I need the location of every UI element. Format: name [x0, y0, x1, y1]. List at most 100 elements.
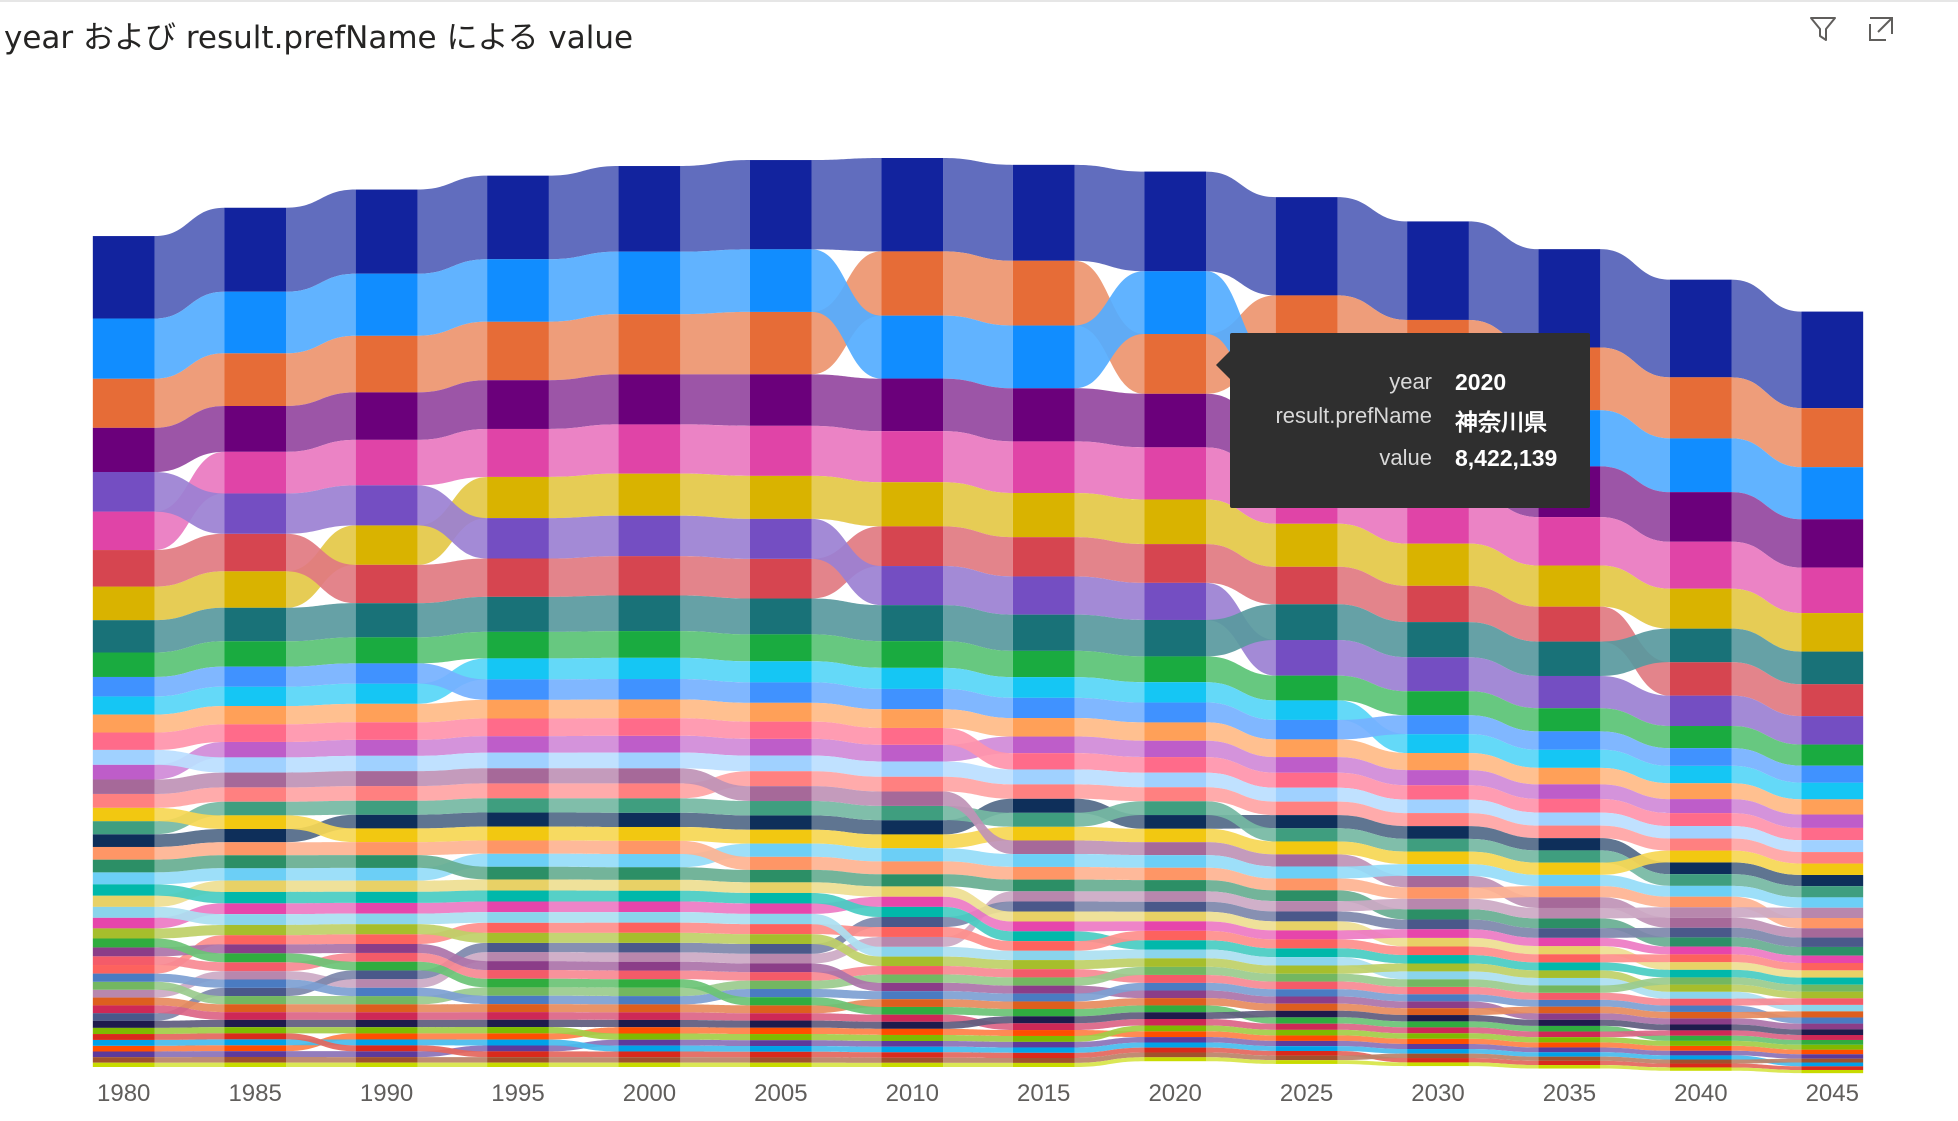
ribbon-静岡県-2035-2040[interactable] — [1600, 708, 1670, 749]
bar-segment-群馬県-2000[interactable] — [618, 798, 681, 813]
ribbon-香川県-2015-2020[interactable] — [1074, 1012, 1145, 1024]
bar-segment-福井県-1995[interactable] — [487, 1045, 549, 1052]
bar-segment-宮崎県-1990[interactable] — [355, 987, 418, 997]
bar-segment-静岡県-2030[interactable] — [1407, 691, 1469, 716]
bar-segment-鳥取県-2035[interactable] — [1538, 1065, 1601, 1069]
ribbon-山口県-1995-2000[interactable] — [548, 879, 619, 891]
bar-segment-岡山県-2040[interactable] — [1669, 850, 1732, 863]
bar-segment-山形県-2020[interactable] — [1144, 990, 1207, 999]
bar-segment-東京都-1990[interactable] — [355, 189, 418, 274]
ribbon-福井県-2000-2005[interactable] — [680, 1039, 750, 1047]
ribbon-広島県-2020-2025[interactable] — [1206, 702, 1276, 740]
bar-segment-長崎県-1980[interactable] — [92, 884, 155, 896]
ribbon-岐阜県-2015-2020[interactable] — [1074, 784, 1145, 802]
bar-segment-島根県-2020[interactable] — [1144, 1052, 1207, 1058]
bar-segment-大分県-2040[interactable] — [1669, 998, 1732, 1006]
ribbon-広島県-2010-2015[interactable] — [943, 688, 1013, 719]
bar-segment-福岡県-2005[interactable] — [749, 598, 812, 635]
ribbon-岐阜県-1995-2000[interactable] — [548, 783, 619, 799]
ribbon-千葉県-2005-2010[interactable] — [811, 475, 882, 527]
ribbon-大分県-2040-2045[interactable] — [1731, 998, 1802, 1006]
ribbon-福岡県-2035-2040[interactable] — [1600, 628, 1670, 676]
bar-segment-佐賀県-2015[interactable] — [1012, 1035, 1075, 1042]
ribbon-三重県-2025-2030[interactable] — [1337, 864, 1408, 879]
bar-segment-佐賀県-1980[interactable] — [92, 1027, 155, 1035]
ribbon-山形県-2020-2025[interactable] — [1206, 990, 1276, 1004]
ribbon-岐阜県-2010-2015[interactable] — [943, 776, 1013, 799]
bar-segment-滋賀県-2045[interactable] — [1801, 937, 1864, 947]
bar-segment-新潟県-2010[interactable] — [881, 727, 944, 745]
ribbon-沖縄県-2000-2005[interactable] — [680, 952, 750, 964]
bar-segment-長野県-2035[interactable] — [1538, 812, 1601, 826]
bar-segment-福島県-1990[interactable] — [355, 771, 418, 787]
bar-segment-京都府-2010[interactable] — [881, 709, 944, 728]
bar-segment-熊本県-2035[interactable] — [1538, 886, 1601, 898]
ribbon-愛媛県-2030-2035[interactable] — [1468, 929, 1539, 947]
bar-segment-石川県-2000[interactable] — [618, 987, 681, 997]
bar-segment-滋賀県-2035[interactable] — [1538, 928, 1601, 938]
ribbon-愛知県-2015-2020[interactable] — [1074, 388, 1145, 448]
ribbon-長崎県-2025-2030[interactable] — [1337, 948, 1408, 964]
bar-segment-埼玉県-2005[interactable] — [749, 425, 812, 476]
bar-segment-栃木県-2030[interactable] — [1407, 826, 1469, 839]
bar-segment-大分県-2015[interactable] — [1012, 969, 1075, 978]
bar-segment-滋賀県-2040[interactable] — [1669, 927, 1732, 938]
bar-segment-熊本県-2000[interactable] — [618, 840, 681, 855]
bar-segment-熊本県-2010[interactable] — [881, 861, 944, 875]
bar-segment-沖縄県-2035[interactable] — [1538, 907, 1601, 919]
ribbon-福岡県-2000-2005[interactable] — [680, 595, 750, 635]
bar-segment-三重県-2005[interactable] — [749, 843, 812, 857]
bar-segment-茨城県-2000[interactable] — [618, 657, 681, 680]
bar-segment-福岡県-2045[interactable] — [1801, 651, 1864, 685]
bar-segment-群馬県-1990[interactable] — [355, 800, 418, 815]
bar-segment-宮城県-2025[interactable] — [1275, 757, 1338, 773]
ribbon-群馬県-2025-2030[interactable] — [1337, 828, 1408, 852]
ribbon-山口県-2015-2020[interactable] — [1074, 911, 1145, 922]
ribbon-滋賀県-1985-1990[interactable] — [286, 970, 356, 997]
ribbon-宮城県-2035-2040[interactable] — [1600, 784, 1670, 814]
ribbon-長野県-2010-2015[interactable] — [943, 761, 1013, 785]
bar-segment-山梨県-2010[interactable] — [881, 1028, 944, 1035]
bar-segment-山口県-2020[interactable] — [1144, 911, 1207, 922]
bar-segment-高知県-2015[interactable] — [1012, 1052, 1075, 1059]
ribbon-奈良県-1985-1990[interactable] — [286, 934, 356, 945]
ribbon-兵庫県-1985-1990[interactable] — [286, 533, 356, 604]
bar-segment-島根県-1995[interactable] — [487, 1057, 549, 1063]
bar-segment-大分県-2030[interactable] — [1407, 986, 1469, 995]
ribbon-神奈川県-1990-1995[interactable] — [417, 321, 488, 393]
bar-segment-福岡県-1980[interactable] — [92, 620, 155, 653]
bar-segment-群馬県-2005[interactable] — [749, 801, 812, 816]
bar-segment-広島県-2025[interactable] — [1275, 719, 1338, 740]
ribbon-愛媛県-2040-2045[interactable] — [1731, 946, 1802, 964]
ribbon-島根県-1990-1995[interactable] — [417, 1057, 488, 1063]
bar-segment-広島県-1990[interactable] — [355, 663, 418, 684]
bar-segment-茨城県-2015[interactable] — [1012, 677, 1075, 698]
bar-segment-佐賀県-2000[interactable] — [618, 1033, 681, 1040]
ribbon-広島県-1990-1995[interactable] — [417, 663, 488, 700]
bar-segment-島根県-2010[interactable] — [881, 1057, 944, 1063]
ribbon-長崎県-2040-2045[interactable] — [1731, 969, 1802, 985]
bar-segment-島根県-1985[interactable] — [224, 1056, 287, 1063]
ribbon-山梨県-1980-1985[interactable] — [154, 1045, 225, 1052]
bar-segment-北海道-2045[interactable] — [1801, 716, 1864, 745]
ribbon-福岡県-1980-1985[interactable] — [154, 607, 225, 653]
ribbon-宮崎県-2020-2025[interactable] — [1206, 982, 1276, 997]
bar-segment-熊本県-1980[interactable] — [92, 846, 155, 860]
ribbon-岩手県-2015-2020[interactable] — [1074, 958, 1145, 970]
bar-segment-佐賀県-2020[interactable] — [1144, 1025, 1207, 1032]
ribbon-神奈川県-1980-1985[interactable] — [154, 353, 225, 428]
ribbon-三重県-2010-2015[interactable] — [943, 848, 1013, 867]
ribbon-長野県-1990-1995[interactable] — [417, 752, 488, 772]
bar-segment-福井県-2020[interactable] — [1144, 1037, 1207, 1043]
ribbon-福島県-1990-1995[interactable] — [417, 768, 488, 787]
bar-segment-京都府-2030[interactable] — [1407, 753, 1469, 771]
bar-segment-北海道-2020[interactable] — [1144, 582, 1207, 620]
ribbon-宮城県-2030-2035[interactable] — [1468, 770, 1539, 799]
ribbon-熊本県-2020-2025[interactable] — [1206, 867, 1276, 891]
bar-segment-福岡県-2030[interactable] — [1407, 622, 1469, 658]
ribbon-三重県-2020-2025[interactable] — [1206, 855, 1276, 879]
ribbon-宮崎県-2015-2020[interactable] — [1074, 982, 1145, 1002]
bar-segment-京都府-2035[interactable] — [1538, 767, 1601, 785]
ribbon-奈良県-2000-2005[interactable] — [680, 922, 750, 935]
ribbon-長崎県-2005-2010[interactable] — [811, 892, 882, 918]
